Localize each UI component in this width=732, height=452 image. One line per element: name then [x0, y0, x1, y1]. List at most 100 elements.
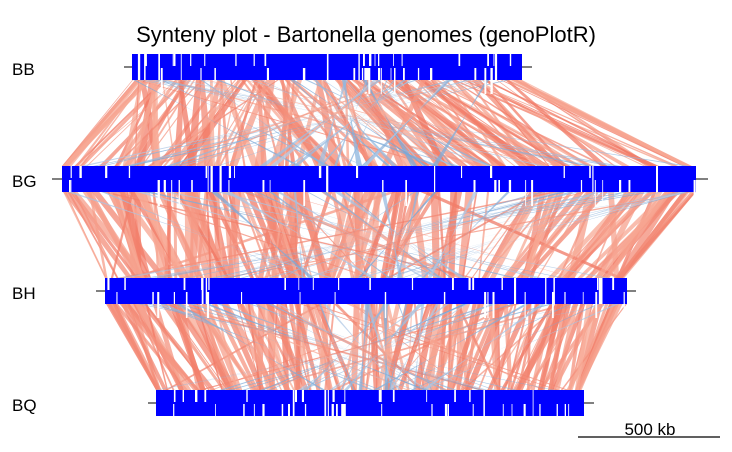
- gene-gap: [472, 404, 474, 416]
- comparison-link: [228, 304, 554, 390]
- gene-gap: [336, 404, 338, 416]
- genome-label-bh: BH: [12, 284, 36, 303]
- comparison-link: [575, 304, 623, 390]
- comparison-link: [421, 192, 510, 278]
- gene-gap: [380, 68, 382, 94]
- comparison-link: [155, 304, 382, 390]
- gene-gap: [532, 390, 534, 416]
- comparison-link: [333, 80, 368, 166]
- gene-gap: [318, 166, 322, 178]
- gene-gap: [178, 180, 180, 206]
- comparison-link: [128, 80, 160, 166]
- gene-gap: [288, 404, 290, 416]
- comparison-link: [180, 192, 212, 278]
- comparison-link: [63, 192, 107, 278]
- comparison-link: [522, 192, 546, 278]
- gene-gap: [443, 292, 446, 304]
- comparison-link: [67, 192, 334, 278]
- comparison-link: [146, 304, 517, 390]
- gene-gap: [326, 54, 329, 80]
- comparison-link: [575, 304, 609, 390]
- comparison-link: [306, 304, 341, 390]
- gene-gap: [201, 278, 204, 304]
- gene-gap: [589, 166, 591, 178]
- comparison-link: [221, 304, 265, 390]
- gene-gap: [262, 180, 265, 192]
- gene-gap: [173, 404, 175, 416]
- gene-gap: [326, 166, 329, 192]
- gene-gap: [107, 278, 110, 290]
- gene-gap: [461, 166, 463, 178]
- gene-gap: [628, 180, 631, 192]
- comparison-link: [269, 192, 391, 278]
- gene-gap: [487, 292, 489, 318]
- gene-gap: [623, 292, 625, 318]
- comparison-link: [413, 304, 438, 390]
- comparison-link: [503, 304, 513, 390]
- comparison-link: [561, 192, 642, 278]
- gene-gap: [302, 68, 306, 80]
- gene-gap: [334, 292, 336, 304]
- comparison-link: [287, 80, 411, 166]
- gene-gap: [269, 180, 271, 192]
- gene-gap: [341, 404, 344, 416]
- comparison-link: [340, 304, 385, 390]
- gene-gap: [210, 166, 213, 192]
- comparison-link: [154, 80, 592, 166]
- gene-gap: [262, 404, 265, 430]
- comparison-link: [88, 192, 108, 278]
- gene-gap: [494, 180, 497, 192]
- comparison-link: [305, 304, 390, 390]
- gene-gap: [369, 278, 371, 290]
- gene-gap: [602, 180, 604, 206]
- comparison-link: [180, 80, 491, 166]
- gene-gap: [144, 54, 147, 66]
- comparison-link: [62, 80, 152, 166]
- comparison-link: [290, 80, 391, 166]
- comparison-link: [177, 304, 482, 390]
- comparison-link: [127, 304, 161, 390]
- comparison-link: [323, 304, 402, 390]
- comparison-link: [489, 192, 542, 278]
- gene-gap: [564, 292, 566, 304]
- comparison-link: [413, 192, 598, 278]
- comparison-link: [242, 304, 514, 390]
- gene-gap: [483, 390, 485, 416]
- gene-gap: [484, 292, 487, 318]
- comparison-link: [240, 192, 542, 278]
- comparison-link: [331, 192, 355, 278]
- comparison-link: [329, 304, 449, 390]
- comparison-link: [426, 304, 441, 390]
- gene-gap: [312, 278, 314, 290]
- gene-gap: [490, 166, 493, 178]
- gene-gap: [173, 390, 176, 402]
- gene-gap: [444, 404, 448, 416]
- genome-label-bg: BG: [12, 172, 37, 191]
- comparison-link: [471, 192, 535, 278]
- comparison-link: [341, 80, 363, 166]
- comparison-link: [568, 304, 585, 390]
- comparison-link: [156, 304, 588, 390]
- comparison-link: [259, 304, 551, 390]
- gene-gap: [243, 404, 245, 416]
- comparison-link: [62, 80, 142, 166]
- gene-gap: [381, 404, 383, 416]
- comparison-link: [274, 192, 575, 278]
- gene-gap: [405, 180, 407, 206]
- gene-gap: [160, 68, 163, 94]
- comparison-link: [344, 80, 350, 166]
- comparison-link: [425, 80, 607, 166]
- plot-title: Synteny plot - Bartonella genomes (genoP…: [136, 22, 596, 47]
- comparison-link: [450, 304, 497, 390]
- comparison-link: [271, 192, 286, 278]
- comparison-link: [516, 304, 563, 390]
- comparison-link: [292, 80, 407, 166]
- comparison-link: [537, 304, 564, 390]
- gene-gap: [253, 404, 255, 416]
- genome-track: [156, 390, 584, 416]
- comparison-link: [413, 304, 425, 390]
- comparison-link: [318, 304, 355, 390]
- gene-gap: [171, 180, 173, 206]
- comparison-link: [260, 80, 328, 166]
- gene-gap: [358, 54, 360, 80]
